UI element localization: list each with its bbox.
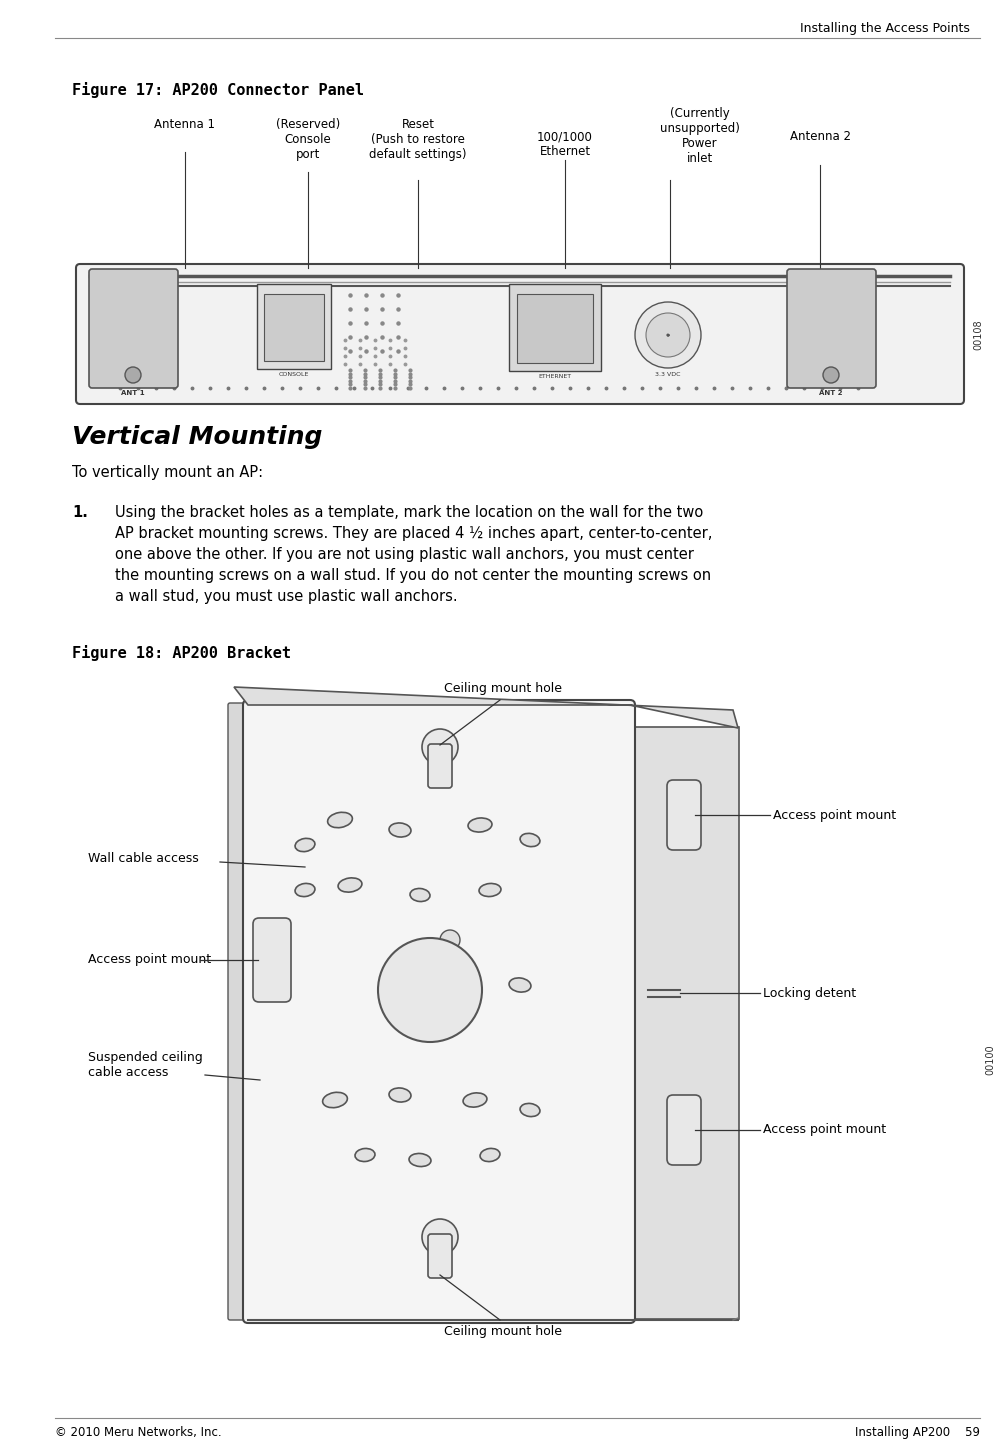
Text: Reset
(Push to restore
default settings): Reset (Push to restore default settings) <box>369 118 467 161</box>
Text: Figure 17: AP200 Connector Panel: Figure 17: AP200 Connector Panel <box>72 81 364 97</box>
FancyBboxPatch shape <box>243 700 635 1323</box>
Ellipse shape <box>389 823 411 836</box>
FancyBboxPatch shape <box>76 264 964 404</box>
Ellipse shape <box>338 878 362 892</box>
Text: Locking detent: Locking detent <box>763 986 856 999</box>
FancyBboxPatch shape <box>667 1095 701 1165</box>
FancyBboxPatch shape <box>428 743 452 788</box>
Ellipse shape <box>355 1149 375 1162</box>
Text: Wall cable access: Wall cable access <box>88 851 199 864</box>
Text: Vertical Mounting: Vertical Mounting <box>72 425 323 449</box>
Ellipse shape <box>328 812 353 828</box>
Text: To vertically mount an AP:: To vertically mount an AP: <box>72 465 263 481</box>
Circle shape <box>823 367 839 383</box>
FancyBboxPatch shape <box>257 285 331 369</box>
Ellipse shape <box>520 1104 540 1117</box>
Circle shape <box>635 302 701 367</box>
FancyBboxPatch shape <box>509 285 601 372</box>
Circle shape <box>378 938 482 1043</box>
Text: Access point mount: Access point mount <box>773 809 896 822</box>
Text: (Reserved)
Console
port: (Reserved) Console port <box>276 118 340 161</box>
FancyBboxPatch shape <box>517 293 593 363</box>
Polygon shape <box>234 687 738 727</box>
FancyBboxPatch shape <box>264 293 324 362</box>
Ellipse shape <box>295 838 314 852</box>
Ellipse shape <box>463 1093 487 1106</box>
Text: 100/1000
Ethernet: 100/1000 Ethernet <box>537 131 593 158</box>
Text: Suspended ceiling
cable access: Suspended ceiling cable access <box>88 1051 203 1079</box>
Ellipse shape <box>509 977 531 992</box>
FancyBboxPatch shape <box>629 727 739 1318</box>
Ellipse shape <box>295 883 314 896</box>
Ellipse shape <box>520 833 540 847</box>
Ellipse shape <box>389 1088 411 1102</box>
Text: Ceiling mount hole: Ceiling mount hole <box>444 1326 562 1337</box>
Circle shape <box>125 367 141 383</box>
Text: 00108: 00108 <box>973 319 983 350</box>
Text: ETHERNET: ETHERNET <box>538 375 572 379</box>
Text: Access point mount: Access point mount <box>88 954 211 967</box>
FancyBboxPatch shape <box>253 918 291 1002</box>
Text: Using the bracket holes as a template, mark the location on the wall for the two: Using the bracket holes as a template, m… <box>115 505 713 604</box>
FancyBboxPatch shape <box>228 703 250 1320</box>
Text: Access point mount: Access point mount <box>763 1124 886 1137</box>
Ellipse shape <box>323 1092 348 1108</box>
Circle shape <box>422 1220 458 1255</box>
Text: Installing the Access Points: Installing the Access Points <box>800 22 970 35</box>
Ellipse shape <box>409 1153 431 1166</box>
Text: © 2010 Meru Networks, Inc.: © 2010 Meru Networks, Inc. <box>55 1426 222 1439</box>
Ellipse shape <box>468 817 492 832</box>
Text: 00100: 00100 <box>985 1044 995 1076</box>
Text: (Currently
unsupported)
Power
inlet: (Currently unsupported) Power inlet <box>660 107 740 166</box>
Circle shape <box>646 314 690 357</box>
Text: 3.3 VDC: 3.3 VDC <box>655 372 680 378</box>
Circle shape <box>422 729 458 765</box>
Text: ANT 2: ANT 2 <box>820 391 843 396</box>
Text: Installing AP200    59: Installing AP200 59 <box>855 1426 980 1439</box>
FancyBboxPatch shape <box>787 269 876 388</box>
Text: 1.: 1. <box>72 505 88 520</box>
Text: ANT 1: ANT 1 <box>121 391 145 396</box>
Text: CONSOLE: CONSOLE <box>279 372 309 378</box>
FancyBboxPatch shape <box>89 269 178 388</box>
Circle shape <box>440 929 460 950</box>
Ellipse shape <box>410 889 430 902</box>
Ellipse shape <box>479 883 501 896</box>
Ellipse shape <box>480 1149 500 1162</box>
Text: Antenna 2: Antenna 2 <box>789 131 851 142</box>
FancyBboxPatch shape <box>428 1234 452 1278</box>
Text: Ceiling mount hole: Ceiling mount hole <box>444 682 562 696</box>
Text: Figure 18: AP200 Bracket: Figure 18: AP200 Bracket <box>72 645 291 661</box>
Text: Antenna 1: Antenna 1 <box>154 118 216 131</box>
FancyBboxPatch shape <box>667 780 701 849</box>
